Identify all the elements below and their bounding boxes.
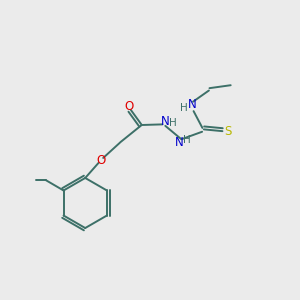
Text: H: H: [183, 135, 191, 145]
Text: S: S: [224, 125, 232, 138]
Text: N: N: [188, 98, 196, 111]
Text: O: O: [96, 154, 105, 167]
Text: N: N: [161, 115, 170, 128]
Text: H: H: [169, 118, 177, 128]
Text: N: N: [175, 136, 183, 148]
Text: O: O: [124, 100, 134, 112]
Text: H: H: [180, 103, 188, 112]
